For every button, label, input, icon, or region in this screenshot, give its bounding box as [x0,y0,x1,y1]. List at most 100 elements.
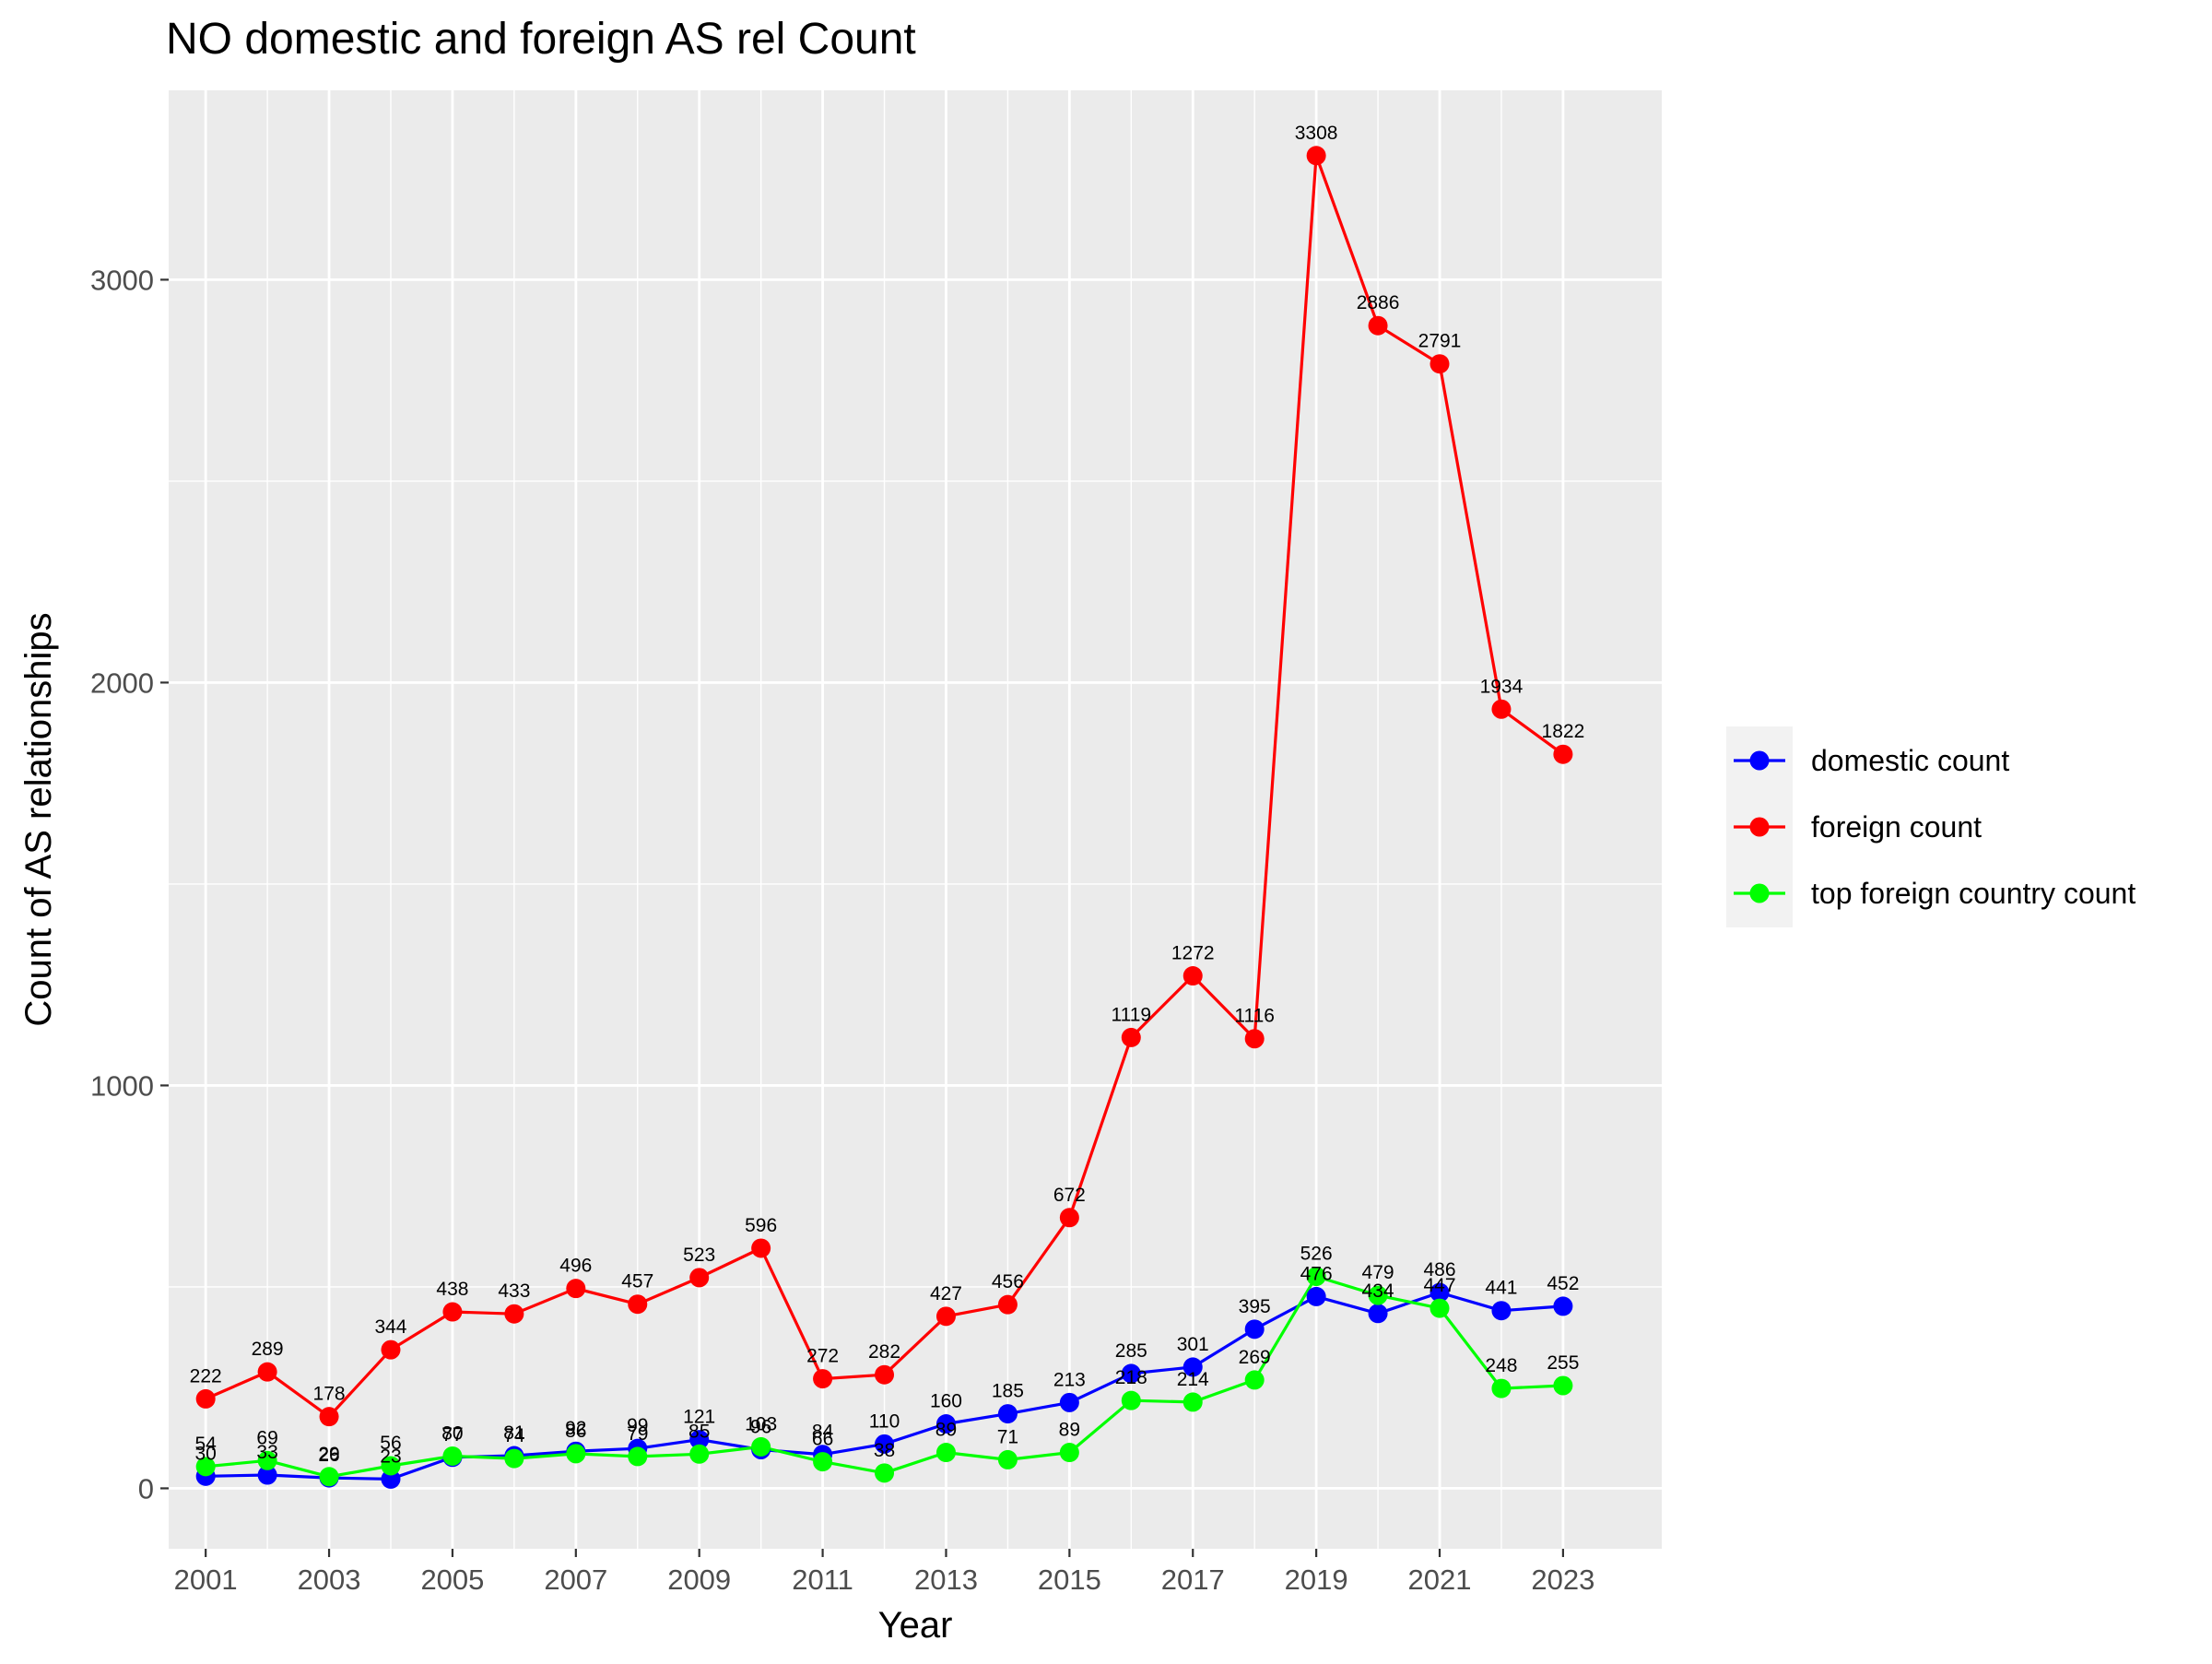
data-point-series-1 [1182,1357,1203,1377]
data-label-series-2: 433 [498,1280,530,1302]
data-label-series-3: 103 [745,1413,777,1434]
data-point-series-2 [935,1306,956,1327]
data-point-series-1 [1368,1304,1388,1324]
y-tick-label: 3000 [90,264,154,296]
legend: domestic count foreign count top foreign c… [1726,726,2136,927]
data-label-series-1: 395 [1239,1296,1271,1317]
data-point-series-2 [257,1362,277,1382]
data-point-series-2 [1121,1027,1141,1047]
legend-label-1: domestic count [1811,744,2009,777]
data-point-series-2 [1491,699,1512,719]
data-label-series-2: 2886 [1357,292,1400,313]
data-label-series-3: 74 [503,1425,525,1446]
data-label-series-2: 3308 [1295,123,1338,144]
data-point-series-1 [1430,1282,1450,1303]
x-tick-label: 2007 [544,1564,607,1596]
data-label-series-1: 96 [750,1416,771,1437]
data-point-series-2 [1430,354,1450,374]
data-point-series-1 [875,1434,895,1454]
data-label-series-1: 434 [1362,1280,1394,1302]
y-tick-label: 1000 [90,1069,154,1102]
x-tick-label: 2003 [298,1564,361,1596]
data-label-series-3: 85 [688,1421,710,1442]
data-label-series-3: 447 [1423,1275,1455,1296]
data-label-series-3: 80 [441,1422,463,1444]
data-label-series-2: 427 [930,1283,962,1304]
data-label-series-2: 596 [745,1215,777,1236]
data-point-series-2 [813,1369,833,1389]
data-label-series-1: 33 [256,1442,277,1463]
legend-key-point-1 [1749,750,1770,771]
data-point-series-2 [1059,1208,1079,1228]
data-label-series-3: 29 [318,1444,339,1465]
x-tick-label: 2023 [1531,1564,1594,1596]
data-label-series-1: 84 [812,1422,834,1443]
data-label-series-3: 248 [1485,1355,1517,1376]
x-tick-label: 2005 [420,1564,484,1596]
data-label-series-3: 56 [380,1433,401,1454]
data-point-series-3 [1430,1298,1450,1318]
data-label-series-3: 214 [1177,1369,1209,1390]
y-tick-label: 2000 [90,667,154,699]
grid-layer [169,90,1662,1549]
data-point-series-3 [1244,1370,1265,1390]
data-label-series-2: 272 [806,1346,839,1367]
data-point-series-3 [566,1444,586,1464]
data-point-series-2 [1553,744,1573,764]
data-point-series-2 [1244,1029,1265,1049]
data-point-series-1 [689,1430,710,1450]
data-label-series-3: 86 [565,1421,586,1442]
data-label-series-1: 99 [627,1415,648,1436]
data-point-series-1 [997,1404,1018,1424]
legend-label-2: foreign count [1811,810,1982,844]
data-label-series-1: 452 [1547,1273,1579,1294]
data-label-series-3: 89 [935,1420,957,1441]
data-label-series-1: 160 [930,1391,962,1412]
data-point-series-1 [1306,1286,1326,1306]
data-point-series-2 [442,1302,463,1322]
data-label-series-3: 66 [812,1429,833,1450]
data-point-series-2 [195,1388,216,1409]
data-label-series-1: 476 [1300,1263,1333,1284]
data-label-series-3: 269 [1239,1347,1271,1368]
data-point-series-2 [997,1294,1018,1315]
x-tick-label: 2009 [667,1564,731,1596]
data-point-series-3 [1491,1378,1512,1398]
data-point-series-3 [689,1444,710,1464]
data-label-series-3: 38 [874,1440,895,1461]
legend-key-point-3 [1749,883,1770,903]
data-point-series-1 [381,1469,401,1489]
data-point-series-3 [504,1448,524,1469]
data-label-series-3: 255 [1547,1352,1579,1374]
data-point-series-3 [813,1452,833,1472]
data-label-series-1: 441 [1485,1278,1517,1299]
data-label-series-3: 79 [627,1423,648,1445]
y-axis-title: Count of AS relationships [18,612,59,1026]
data-label-series-2: 1934 [1480,676,1524,697]
data-point-series-3 [319,1467,339,1487]
data-label-series-2: 2791 [1418,331,1462,352]
data-point-series-3 [751,1436,771,1457]
series-layer [195,146,1573,1489]
data-label-series-3: 526 [1300,1244,1333,1265]
data-label-series-3: 69 [256,1427,277,1448]
data-label-series-1: 110 [869,1410,900,1432]
data-point-series-3 [935,1443,956,1463]
x-tick-label: 2011 [792,1564,853,1596]
data-label-series-2: 1272 [1171,943,1215,964]
data-point-series-1 [1059,1392,1079,1412]
data-label-series-1: 185 [992,1381,1024,1402]
data-point-series-1 [1491,1301,1512,1321]
data-point-series-2 [1306,146,1326,166]
data-label-series-2: 1116 [1234,1006,1275,1027]
data-label-series-3: 218 [1115,1367,1147,1388]
data-point-series-3 [1553,1375,1573,1396]
data-label-series-2: 496 [559,1256,592,1277]
data-point-series-3 [1121,1390,1141,1410]
data-label-series-2: 456 [992,1271,1024,1292]
data-point-series-3 [1182,1392,1203,1412]
data-point-series-1 [1244,1319,1265,1339]
data-point-series-2 [628,1294,648,1315]
chart-title: NO domestic and foreign AS rel Count [166,15,916,64]
